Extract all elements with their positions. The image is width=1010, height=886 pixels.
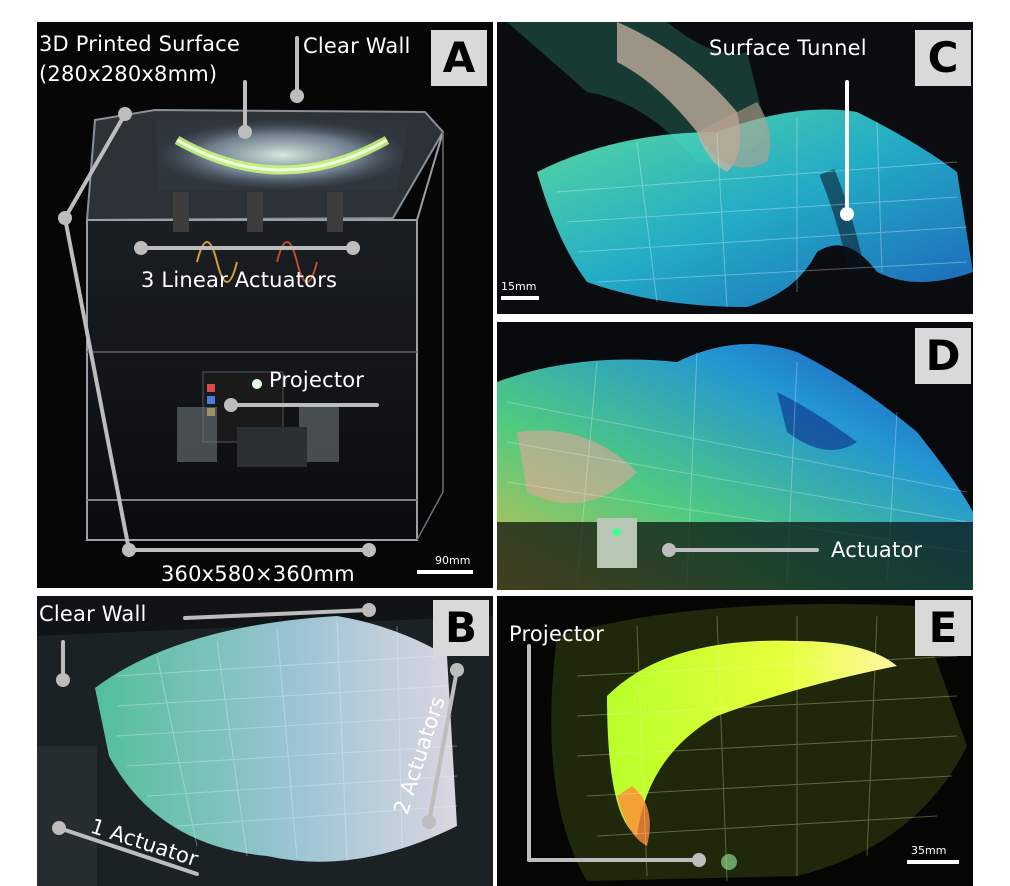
- panel-b: B Clear Wall 1 Actuator 2 Actuators: [37, 596, 493, 886]
- actuator-label: Actuator: [831, 538, 923, 562]
- tunnel-label: Surface Tunnel: [709, 36, 867, 60]
- surface-dims-label: (280x280x8mm): [39, 62, 218, 86]
- panel-c-scale-label: 15mm: [501, 280, 537, 293]
- panel-c: C Surface Tunnel 15mm: [497, 22, 973, 314]
- panel-c-badge: C: [915, 30, 971, 86]
- panel-d-badge: D: [915, 328, 971, 384]
- clear-wall-label: Clear Wall: [303, 34, 411, 58]
- panel-e: E Projector 35mm: [497, 596, 973, 886]
- panel-b-photo: [37, 596, 493, 886]
- surface-title-label: 3D Printed Surface: [39, 32, 241, 56]
- panel-d-photo: [497, 322, 973, 590]
- actuators-label: 3 Linear Actuators: [141, 268, 338, 292]
- panel-c-scale-bar: [501, 296, 539, 300]
- panel-a: A 3D Printed Surface (280x280x8mm) Clear…: [37, 22, 493, 588]
- panel-a-scale-label: 90mm: [435, 554, 471, 567]
- panel-e-scale-label: 35mm: [911, 844, 947, 857]
- clear-wall-label-b: Clear Wall: [39, 602, 147, 626]
- panel-e-photo: [497, 596, 973, 886]
- panel-b-badge: B: [433, 600, 489, 656]
- panel-a-badge: A: [431, 30, 487, 86]
- box-dims-label: 360x580×360mm: [161, 562, 355, 586]
- projector-label-e: Projector: [509, 622, 605, 646]
- panel-e-badge: E: [915, 600, 971, 656]
- panel-a-scale-bar: [417, 570, 473, 574]
- projector-label: Projector: [269, 368, 365, 392]
- panel-d: D Actuator: [497, 322, 973, 590]
- panel-e-scale-bar: [907, 860, 959, 864]
- panel-a-photo: [37, 22, 493, 588]
- panel-c-photo: [497, 22, 973, 314]
